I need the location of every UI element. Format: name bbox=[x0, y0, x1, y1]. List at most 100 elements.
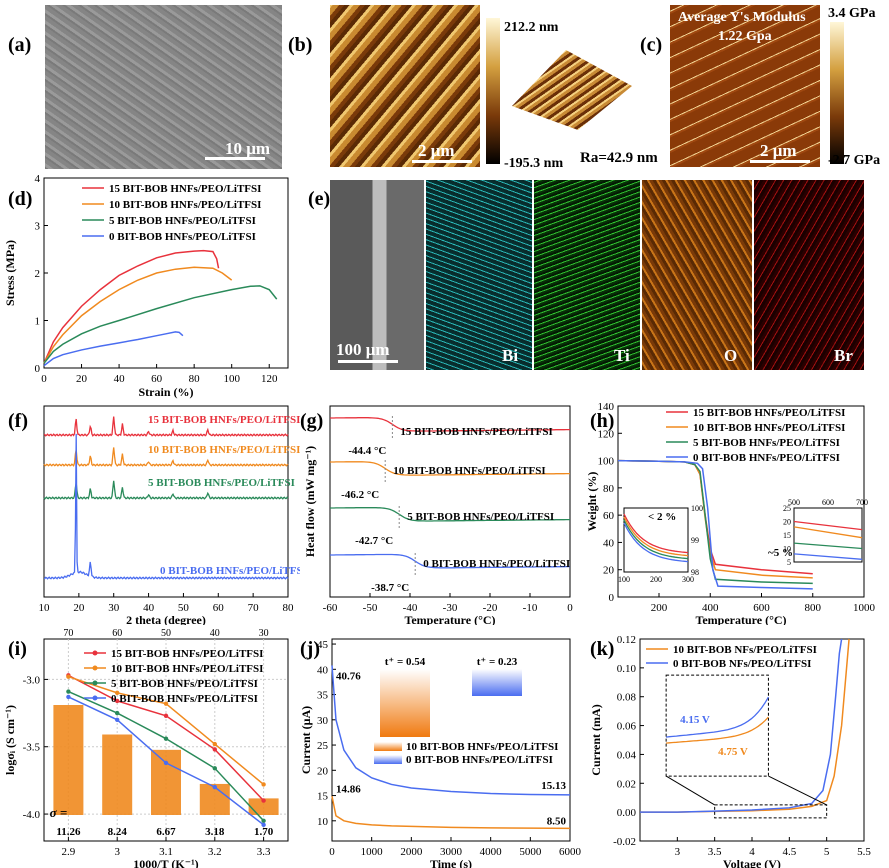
legend-label: 15 BIT-BOB HNFs/PEO/LiTFSI bbox=[693, 407, 845, 419]
x-axis-title: Voltage (V) bbox=[723, 857, 781, 868]
x-tick-label: 3000 bbox=[440, 846, 463, 858]
dsc-curve-1 bbox=[330, 461, 570, 476]
y-tick-label: 1 bbox=[35, 316, 41, 328]
inset-y-tick: 10 bbox=[783, 545, 791, 554]
x-tick-label: 3 bbox=[675, 846, 681, 858]
x-tick-label: 200 bbox=[651, 602, 668, 614]
edx-map-o: O bbox=[642, 180, 752, 370]
x-tick-label: 40 bbox=[114, 373, 126, 385]
point-label: 14.86 bbox=[336, 783, 361, 795]
element-label-br: Br bbox=[834, 346, 853, 365]
data-point bbox=[261, 782, 266, 787]
legend-label: 15 BIT-BOB HNFs/PEO/LiTFSI bbox=[109, 183, 261, 195]
x-tick-label: 800 bbox=[805, 602, 822, 614]
colorbar-modulus bbox=[830, 22, 844, 164]
x-tick-label: 4000 bbox=[480, 846, 503, 858]
sem-image-a: 10 μm bbox=[45, 5, 282, 169]
y-tick-label: -4.0 bbox=[23, 809, 41, 821]
x-tick-label: 0 bbox=[329, 846, 335, 858]
sigma-value: 6.67 bbox=[156, 826, 176, 838]
sem-cross-section-e: 100 μm bbox=[330, 180, 424, 370]
legend-label: 10 BIT-BOB HNFs/PEO/LiTFSI bbox=[109, 199, 261, 211]
sigma-bar bbox=[53, 705, 84, 815]
y-tick-label: 15 bbox=[317, 791, 329, 803]
x-tick-label: 5000 bbox=[519, 846, 542, 858]
modulus-title: Average Y's Modulus bbox=[678, 10, 806, 25]
y-tick-label: 40 bbox=[317, 664, 329, 676]
sigma-bar bbox=[248, 798, 279, 815]
sigma-label: σ = bbox=[50, 805, 68, 820]
sigma-value: 11.26 bbox=[56, 826, 81, 838]
data-point bbox=[163, 736, 169, 741]
data-point bbox=[212, 784, 217, 790]
onset-label: 4.75 V bbox=[718, 746, 748, 758]
x-tick-label: 5 bbox=[824, 846, 830, 858]
inset-right-curve-1 bbox=[793, 526, 863, 539]
legend-label: 10 BIT-BOB HNFs/PEO/LiTFSI bbox=[693, 422, 845, 434]
scale-label: 2 μm bbox=[418, 141, 455, 160]
legend-swatch bbox=[374, 742, 402, 751]
top-tick-label: 60 bbox=[112, 628, 122, 639]
inset-y-tick: 25 bbox=[783, 504, 791, 513]
element-label-ti: Ti bbox=[614, 346, 630, 365]
series-label: 5 BIT-BOB HNFs/PEO/LiTFSI bbox=[407, 511, 554, 523]
inset-right-curve-2 bbox=[793, 542, 863, 550]
x-tick-label: -10 bbox=[523, 602, 538, 614]
y-tick-label: 0.02 bbox=[617, 778, 636, 790]
x-tick-label: 3.5 bbox=[708, 846, 722, 858]
y-tick-label: 4 bbox=[35, 173, 41, 185]
panel-letter-g: (g) bbox=[300, 410, 324, 432]
sigma-value: 3.18 bbox=[205, 826, 225, 838]
data-point bbox=[115, 717, 120, 722]
legend-label: 0 BIT-BOB HNFs/PEO/LiTFSI bbox=[406, 754, 553, 766]
x-tick-label: 70 bbox=[248, 602, 260, 614]
legend-marker bbox=[92, 665, 98, 671]
x-tick-label: 1000 bbox=[853, 602, 876, 614]
x-tick-label: 0 bbox=[41, 373, 47, 385]
legend-marker bbox=[92, 650, 98, 656]
series-label: 10 BIT-BOB HNFs/PEO/LiTFSI bbox=[148, 444, 300, 456]
series-label: 15 BIT-BOB HNFs/PEO/LiTFSI bbox=[148, 414, 300, 426]
x-tick-label: 600 bbox=[753, 602, 770, 614]
tplus-bar-10 bbox=[380, 669, 430, 737]
inset-frame bbox=[665, 674, 769, 777]
edx-map-bi: Bi bbox=[426, 180, 532, 370]
x-tick-label: 60 bbox=[151, 373, 163, 385]
x-tick-label: 40 bbox=[143, 602, 155, 614]
x-tick-label: 3.2 bbox=[208, 846, 222, 858]
tplus-bar-0 bbox=[472, 669, 522, 696]
inset-left-curve-1 bbox=[623, 516, 689, 557]
x-axis-title: Strain (%) bbox=[139, 385, 194, 399]
data-point bbox=[163, 713, 169, 718]
data-point bbox=[261, 822, 266, 828]
x-tick-label: 2000 bbox=[400, 846, 423, 858]
tg-label: -42.7 °C bbox=[355, 535, 393, 547]
legend-label: 5 BIT-BOB HNFs/PEO/LiTFSI bbox=[111, 678, 258, 690]
x-tick-label: 20 bbox=[73, 602, 85, 614]
inset-x-tick: 600 bbox=[822, 498, 834, 507]
colorbar-min-label: -195.3 nm bbox=[504, 156, 564, 171]
legend-marker bbox=[92, 695, 98, 701]
edx-map-ti: Ti bbox=[534, 180, 640, 370]
y-tick-label: 20 bbox=[603, 565, 615, 577]
scale-bar bbox=[412, 160, 472, 163]
inset-left-curve-3 bbox=[623, 522, 689, 563]
data-point bbox=[66, 694, 71, 700]
inset-x-tick: 100 bbox=[618, 575, 630, 584]
y-tick-label: 80 bbox=[603, 483, 615, 495]
x-tick-label: 4 bbox=[749, 846, 755, 858]
scale-bar bbox=[205, 157, 265, 160]
series-label: 10 BIT-BOB HNFs/PEO/LiTFSI bbox=[393, 465, 545, 477]
legend-label: 0 BIT-BOB HNFs/PEO/LiTFSI bbox=[693, 452, 840, 464]
zoom-connector bbox=[768, 775, 827, 806]
roughness-label: Ra=42.9 nm bbox=[580, 150, 658, 166]
y-axis-title: Current (μA) bbox=[299, 706, 313, 774]
scale-bar bbox=[338, 360, 398, 363]
afm-height-image-b: 2 μm bbox=[330, 5, 480, 167]
legend-label: 5 BIT-BOB HNFs/PEO/LiTFSI bbox=[693, 437, 840, 449]
y-tick-label: 0.00 bbox=[617, 807, 637, 819]
x-tick-label: 50 bbox=[178, 602, 190, 614]
panel-letter-k: (k) bbox=[590, 638, 615, 660]
xrd-pattern-1 bbox=[43, 447, 289, 467]
inset-x-tick: 200 bbox=[650, 575, 662, 584]
